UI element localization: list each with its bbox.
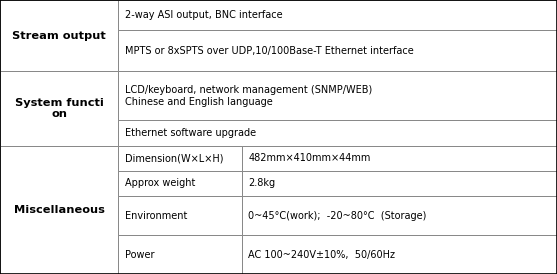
Bar [118, 30, 557, 72]
Text: Miscellaneous: Miscellaneous [13, 205, 105, 215]
Bar [118, 145, 242, 171]
Bar [118, 120, 557, 145]
Text: Power: Power [125, 250, 154, 259]
Text: Dimension(W×L×H): Dimension(W×L×H) [125, 153, 223, 163]
Bar [118, 0, 557, 30]
Bar [118, 72, 557, 120]
Bar [118, 196, 242, 235]
Text: Environment: Environment [125, 210, 187, 221]
Text: MPTS or 8xSPTS over UDP,10/100Base-T Ethernet interface: MPTS or 8xSPTS over UDP,10/100Base-T Eth… [125, 45, 413, 56]
Bar [242, 171, 557, 196]
Bar [0, 145, 118, 274]
Text: 482mm×410mm×44mm: 482mm×410mm×44mm [248, 153, 371, 163]
Text: AC 100~240V±10%,  50/60Hz: AC 100~240V±10%, 50/60Hz [248, 250, 395, 259]
Text: 2-way ASI output, BNC interface: 2-way ASI output, BNC interface [125, 10, 282, 20]
Bar [118, 235, 242, 274]
Text: Approx weight: Approx weight [125, 178, 195, 189]
Bar [0, 72, 118, 145]
Bar [118, 171, 242, 196]
Bar [242, 145, 557, 171]
Bar [242, 235, 557, 274]
Text: System functi
on: System functi on [14, 98, 104, 119]
Text: 2.8kg: 2.8kg [248, 178, 276, 189]
Text: 0~45°C(work);  -20~80°C  (Storage): 0~45°C(work); -20~80°C (Storage) [248, 210, 427, 221]
Bar [0, 0, 118, 72]
Bar [242, 196, 557, 235]
Text: LCD/keyboard, network management (SNMP/WEB)
Chinese and English language: LCD/keyboard, network management (SNMP/W… [125, 85, 372, 107]
Text: Ethernet software upgrade: Ethernet software upgrade [125, 128, 256, 138]
Text: Stream output: Stream output [12, 31, 106, 41]
